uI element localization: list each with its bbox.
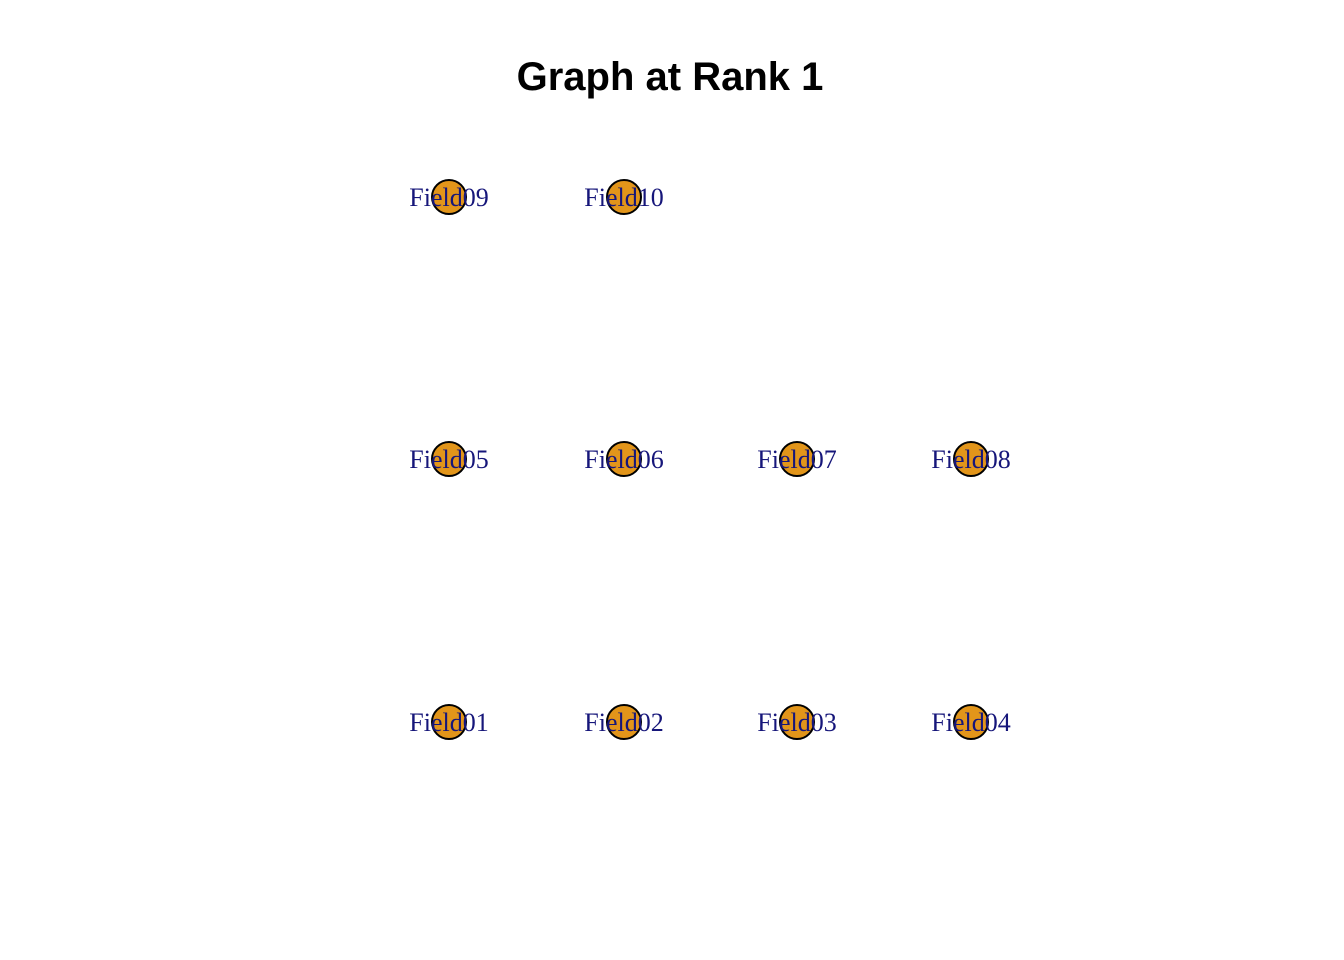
graph-node-circle-field04 — [953, 704, 989, 740]
graph-node-label-field04: Field04 — [931, 708, 1011, 737]
graph-node-label-field02: Field02 — [584, 708, 664, 737]
graph-node-circle-field03 — [779, 704, 815, 740]
graph-node-label-field05: Field05 — [409, 445, 489, 474]
graph-node-circle-field09 — [431, 179, 467, 215]
plot-title: Graph at Rank 1 — [516, 55, 824, 99]
graph-node-circle-field02 — [606, 704, 642, 740]
graph-node-circle-field08 — [953, 441, 989, 477]
graph-node-label-field08: Field08 — [931, 445, 1011, 474]
graph-node-label-field10: Field10 — [584, 183, 664, 212]
graph-node-label-field01: Field01 — [409, 708, 489, 737]
graph-node-label-field07: Field07 — [757, 445, 837, 474]
graph-node-circle-field07 — [779, 441, 815, 477]
graph-node-circle-field01 — [431, 704, 467, 740]
graph-node-circle-field06 — [606, 441, 642, 477]
graph-node-circle-field05 — [431, 441, 467, 477]
graph-node-label-field03: Field03 — [757, 708, 837, 737]
graph-node-circle-field10 — [606, 179, 642, 215]
graph-node-label-field06: Field06 — [584, 445, 664, 474]
graph-node-label-field09: Field09 — [409, 183, 489, 212]
